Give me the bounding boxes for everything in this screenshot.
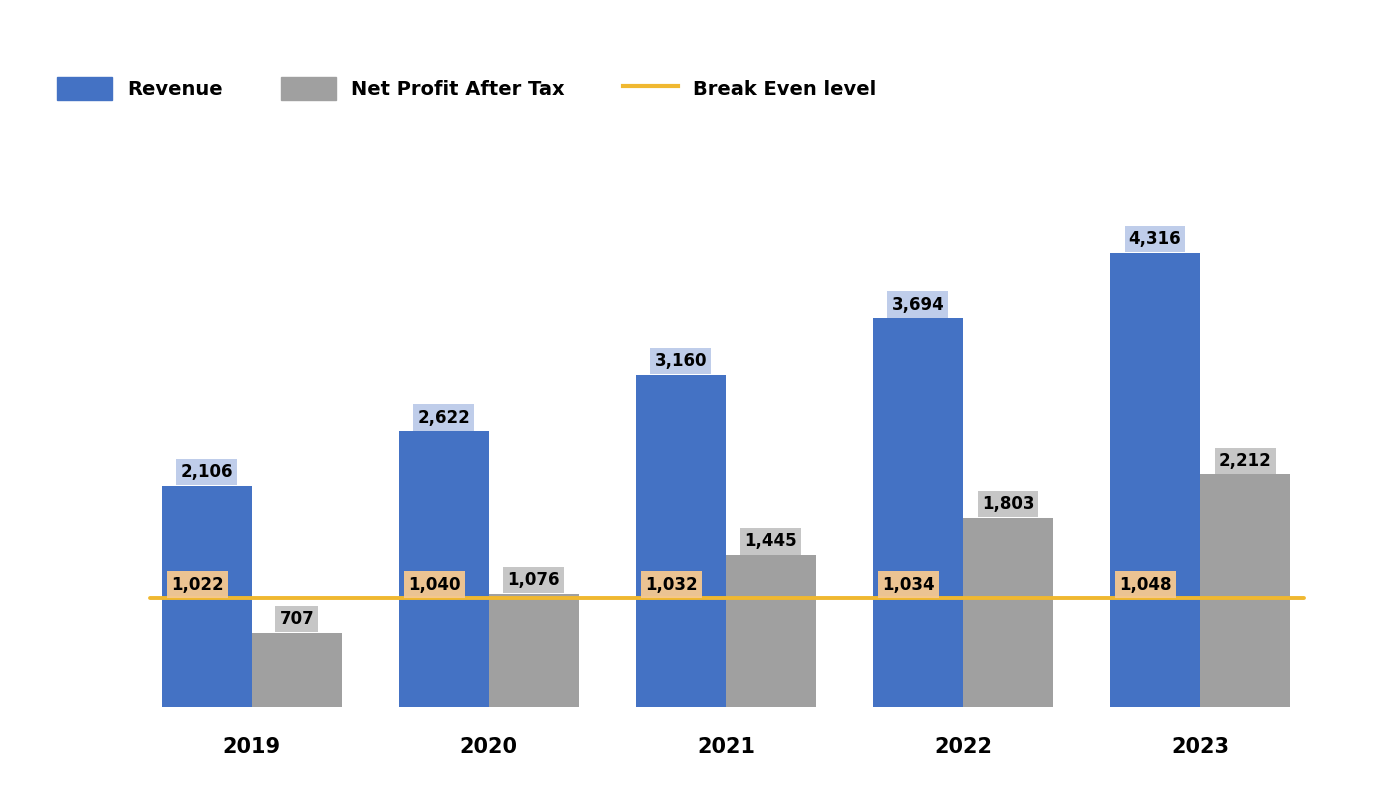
Text: 3,694: 3,694 — [892, 296, 944, 314]
Legend: Revenue, Net Profit After Tax, Break Even level: Revenue, Net Profit After Tax, Break Eve… — [57, 77, 877, 100]
Bar — [251, 633, 342, 707]
Bar — [489, 594, 579, 707]
Bar — [963, 517, 1053, 707]
Bar — [1110, 253, 1201, 707]
Text: 1,445: 1,445 — [744, 532, 797, 550]
Text: 1,803: 1,803 — [981, 494, 1034, 512]
Text: 2,622: 2,622 — [417, 409, 470, 427]
Text: 707: 707 — [279, 610, 314, 628]
Bar — [399, 432, 489, 707]
Text: Break Even Chart ($'000): Break Even Chart ($'000) — [483, 41, 913, 70]
Text: 4,316: 4,316 — [1129, 230, 1181, 248]
Bar — [872, 318, 963, 707]
Text: 1,076: 1,076 — [508, 571, 560, 590]
Text: 1,048: 1,048 — [1120, 575, 1171, 593]
Bar — [635, 375, 726, 707]
Text: 2,212: 2,212 — [1219, 452, 1272, 470]
Text: 1,034: 1,034 — [882, 575, 935, 593]
Text: 1,022: 1,022 — [170, 575, 223, 593]
Text: 3,160: 3,160 — [655, 352, 708, 370]
Bar — [1201, 475, 1290, 707]
Bar — [162, 486, 251, 707]
Text: 1,040: 1,040 — [408, 575, 461, 593]
Bar — [726, 555, 817, 707]
Text: 2,106: 2,106 — [180, 463, 233, 481]
Text: 1,032: 1,032 — [645, 575, 698, 593]
